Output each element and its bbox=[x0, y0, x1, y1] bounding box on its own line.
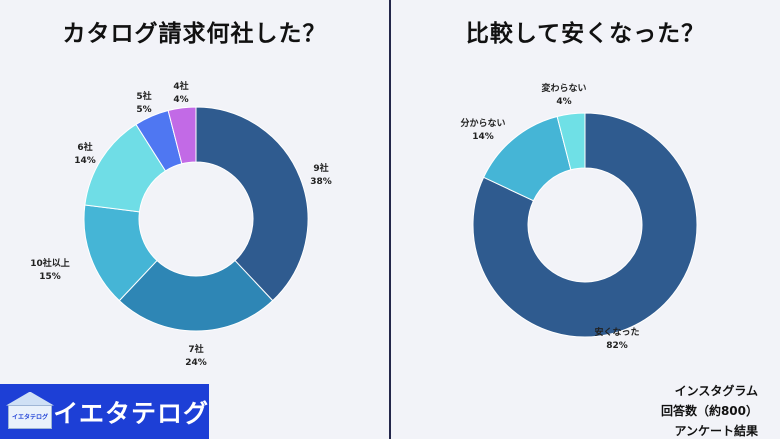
brand-logo-text: イエタテログ bbox=[12, 414, 48, 421]
slice-percent-label: 5% bbox=[136, 105, 151, 115]
chart-title-catalog: カタログ請求何社した？ bbox=[62, 21, 327, 47]
source-line-2: 回答数（約800） bbox=[660, 404, 758, 418]
slice-label: 10社以上 bbox=[30, 257, 70, 269]
brand-name: イエタテログ bbox=[53, 398, 209, 428]
house-logo-icon: イエタテログ bbox=[6, 391, 54, 432]
donut-slice-0 bbox=[472, 112, 698, 338]
left-panel: カタログ請求何社した？ 9社 38% 7社 24% 10社以上 15% 6社 14% 5社 5% 4… bbox=[0, 0, 389, 439]
slice-label: 安くなった bbox=[594, 326, 639, 338]
slice-label: 6社 bbox=[77, 141, 92, 153]
panel-divider bbox=[389, 0, 391, 439]
slice-label: 分からない bbox=[460, 117, 505, 129]
slice-percent-label: 4% bbox=[556, 97, 571, 107]
slice-label: 5社 bbox=[136, 90, 151, 102]
donut-slice-0 bbox=[195, 106, 309, 302]
source-line-3: アンケート結果 bbox=[674, 424, 758, 438]
donut-slice-5 bbox=[167, 106, 197, 165]
donut-chart-cheaper: 安くなった 82% 分からない 14% 変わらない 4% bbox=[460, 82, 698, 351]
slice-percent-label: 82% bbox=[606, 341, 628, 351]
source-line-1: インスタグラム bbox=[674, 384, 758, 398]
donut-slice-1 bbox=[118, 259, 274, 332]
donut-slice-2 bbox=[556, 112, 586, 171]
slice-label: 変わらない bbox=[541, 82, 586, 94]
slice-label: 4社 bbox=[173, 80, 188, 92]
slice-percent-label: 14% bbox=[74, 156, 96, 166]
chart-title-cheaper: 比較して安くなった？ bbox=[465, 21, 706, 47]
slice-percent-label: 24% bbox=[185, 358, 207, 368]
right-panel: 比較して安くなった？ 安くなった 82% 分からない 14% 変わらない 4% bbox=[391, 0, 780, 439]
donut-chart-catalog-requests: 9社 38% 7社 24% 10社以上 15% 6社 14% 5社 5% 4社 4% bbox=[30, 80, 332, 368]
slice-percent-label: 15% bbox=[39, 272, 61, 282]
slice-percent-label: 38% bbox=[310, 177, 332, 187]
survey-source: インスタグラム 回答数（約800） アンケート結果 bbox=[628, 381, 758, 439]
slice-percent-label: 4% bbox=[173, 95, 188, 105]
slice-percent-label: 14% bbox=[472, 132, 494, 142]
slice-label: 9社 bbox=[313, 162, 328, 174]
brand-banner: イエタテログ イエタテログ bbox=[0, 384, 209, 439]
slice-label: 7社 bbox=[188, 343, 203, 355]
